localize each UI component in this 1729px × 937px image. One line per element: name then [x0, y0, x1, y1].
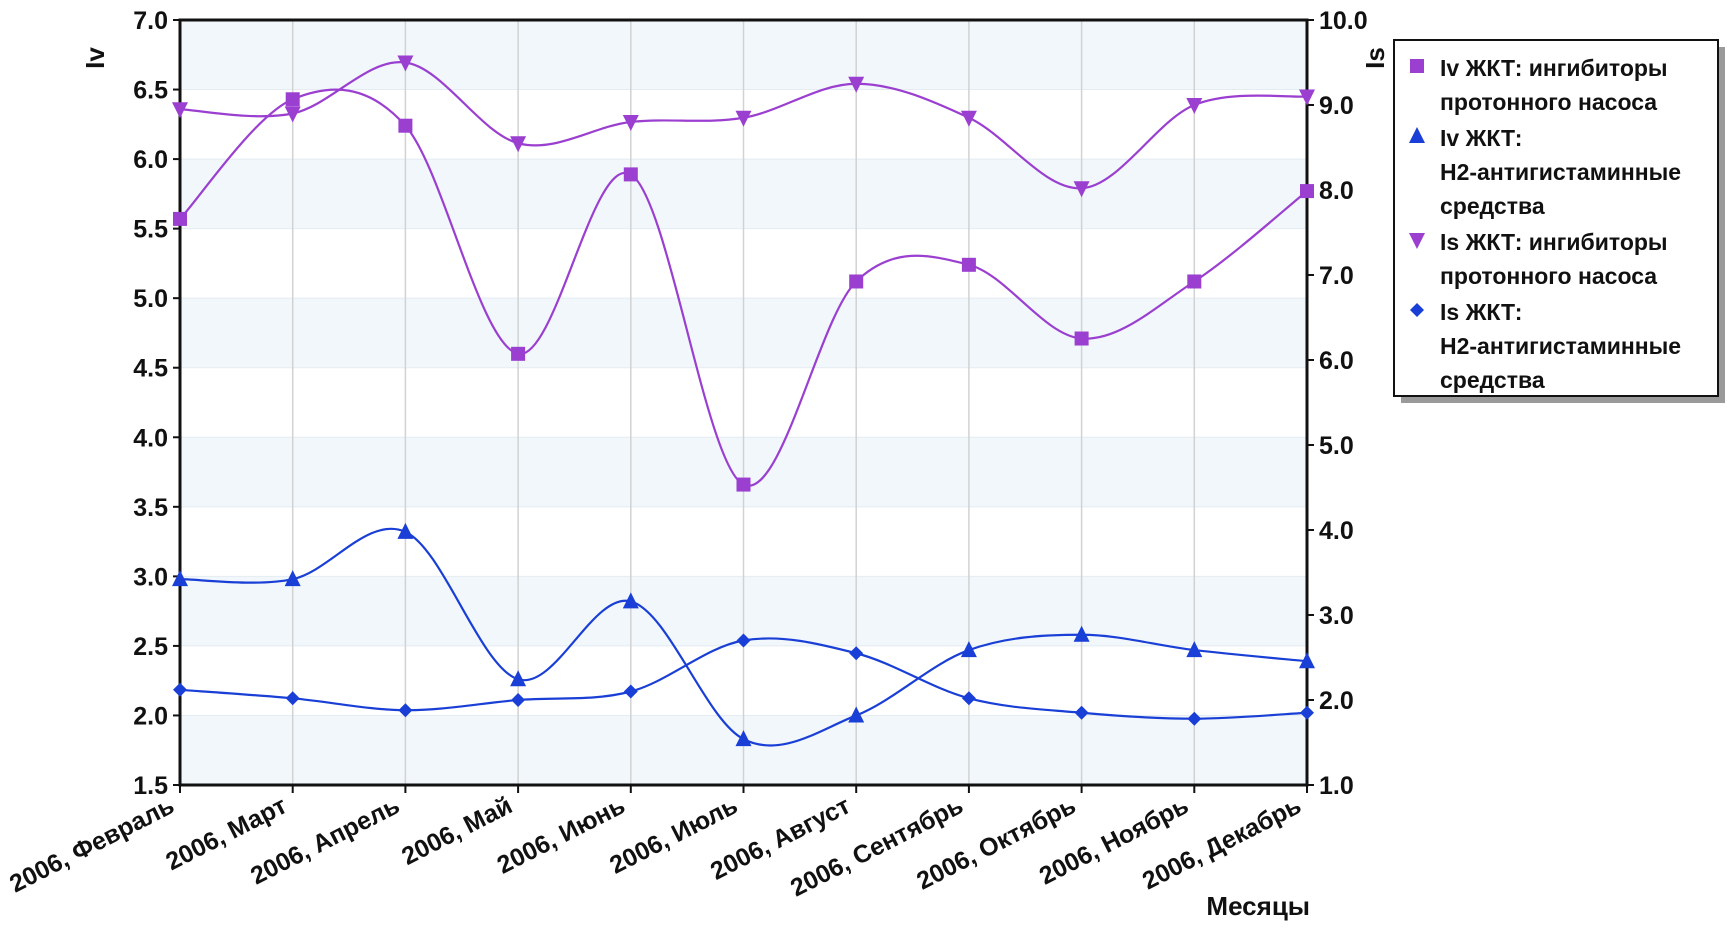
data-point-triangle-down-marker	[622, 115, 639, 131]
data-point-diamond-marker	[1074, 705, 1089, 720]
x-axis-title: Месяцы	[1206, 891, 1310, 921]
legend-box	[1393, 39, 1719, 397]
y-right-tick-label: 7.0	[1319, 262, 1354, 290]
data-point-diamond-marker	[173, 682, 187, 697]
y-left-tick-label: 5.0	[133, 285, 168, 313]
data-point-diamond-marker	[849, 646, 864, 661]
left-axis-ticks: 1.5 2.0 2.5 3.0 3.5 4.0 4.5 5.0 5.5 6.0 6.5 7.0	[133, 7, 180, 800]
y-left-tick-label: 3.5	[133, 494, 168, 522]
data-point-triangle-down-marker	[1186, 98, 1203, 114]
data-point-triangle-down-marker	[1073, 181, 1090, 198]
data-point-diamond-marker	[623, 684, 638, 699]
y-right-tick-label: 2.0	[1319, 687, 1354, 715]
y-left-tick-label: 3.0	[133, 563, 168, 591]
y-left-tick-label: 6.5	[133, 77, 168, 105]
data-point-triangle-up-marker	[848, 706, 865, 723]
y-right-tick-label: 4.0	[1319, 517, 1354, 545]
x-tick-label: 2006, Июнь	[493, 791, 630, 879]
data-point-triangle-down-marker	[960, 110, 977, 127]
data-point-triangle-up-marker	[960, 641, 977, 658]
data-point-triangle-up-marker	[172, 570, 188, 587]
y-right-tick-label: 5.0	[1319, 432, 1354, 460]
legend-entry-label: Iv ЖКТ: ингибиторы	[1440, 55, 1668, 81]
y-right-tick-label: 3.0	[1319, 602, 1354, 630]
y-left-tick-label: 2.5	[133, 633, 168, 661]
y-left-tick-label: 6.0	[133, 146, 168, 174]
data-point-triangle-up-marker	[735, 730, 752, 747]
series-markers	[172, 55, 1315, 747]
data-point-triangle-up-marker	[1073, 625, 1090, 642]
data-point-triangle-down-marker	[1299, 89, 1315, 106]
data-point-triangle-up-marker	[510, 670, 527, 687]
y-right-tick-label: 6.0	[1319, 347, 1354, 375]
y-left-tick-label: 1.5	[133, 772, 168, 800]
data-point-triangle-up-marker	[1186, 641, 1203, 658]
legend-triangle-up-marker	[1409, 127, 1425, 143]
legend-entry-label: средства	[1440, 193, 1545, 219]
data-point-square-marker	[285, 92, 300, 107]
series-line-2	[179, 527, 1308, 747]
data-point-square-marker	[961, 257, 976, 272]
y-axis-right-title: Is	[1360, 47, 1390, 69]
y-left-tick-label: 4.5	[133, 355, 168, 383]
y-right-tick-label: 10.0	[1319, 7, 1368, 35]
legend-entry-label: H2-антигистаминные	[1440, 333, 1681, 359]
data-point-diamond-marker	[398, 703, 413, 718]
y-right-tick-label: 1.0	[1319, 772, 1354, 800]
data-point-square-marker	[398, 118, 413, 133]
y-right-tick-label: 8.0	[1319, 177, 1354, 205]
legend-entry-label: Is ЖКТ:	[1440, 299, 1522, 325]
data-point-square-marker	[1300, 184, 1314, 199]
x-tick-label: 2006, Февраль	[5, 791, 179, 898]
y-left-tick-label: 2.0	[133, 702, 168, 730]
data-point-diamond-marker	[736, 633, 751, 648]
legend-triangle-down-marker	[1409, 233, 1425, 249]
data-point-triangle-down-marker	[510, 136, 527, 153]
y-left-tick-label: 4.0	[133, 424, 168, 452]
y-left-tick-label: 5.5	[133, 216, 168, 244]
data-point-triangle-down-marker	[735, 110, 752, 127]
data-point-triangle-up-marker	[284, 570, 301, 587]
data-point-square-marker	[736, 477, 751, 492]
legend: Iv ЖКТ: ингибиторы протонного насоса Iv ЖК…	[1393, 39, 1725, 403]
y-axis-left-title: Iv	[80, 47, 110, 69]
data-point-square-marker	[1187, 274, 1202, 289]
legend-entry-label: Iv ЖКТ:	[1440, 125, 1522, 151]
data-point-triangle-down-marker	[284, 106, 301, 123]
legend-diamond-marker	[1410, 303, 1424, 317]
legend-entry-label: протонного насоса	[1440, 263, 1657, 289]
x-gridlines	[179, 20, 1308, 785]
data-point-square-marker	[849, 274, 864, 289]
y-left-tick-label: 7.0	[133, 7, 168, 35]
data-point-triangle-down-marker	[172, 102, 188, 119]
data-point-square-marker	[623, 167, 638, 182]
data-point-square-marker	[173, 211, 187, 226]
data-point-diamond-marker	[511, 693, 526, 707]
legend-entry-label: средства	[1440, 367, 1545, 393]
data-point-diamond-marker	[961, 691, 976, 706]
data-point-triangle-down-marker	[397, 55, 414, 72]
right-axis-ticks: 1.0 2.0 3.0 4.0 5.0 6.0 7.0 8.0 9.0 10.0	[1307, 7, 1368, 800]
data-point-diamond-marker	[1300, 705, 1314, 720]
data-point-triangle-up-marker	[622, 592, 639, 609]
legend-entry-label: Is ЖКТ: ингибиторы	[1440, 229, 1668, 255]
data-point-square-marker	[1074, 331, 1089, 346]
data-point-triangle-up-marker	[397, 522, 414, 539]
data-point-triangle-down-marker	[848, 76, 865, 93]
data-point-triangle-up-marker	[1299, 652, 1315, 669]
y-right-tick-label: 9.0	[1319, 92, 1354, 120]
data-point-diamond-marker	[285, 691, 300, 706]
data-point-diamond-marker	[1187, 711, 1202, 726]
legend-entry-label: H2-антигистаминные	[1440, 159, 1681, 185]
data-point-square-marker	[511, 346, 526, 361]
legend-entry-label: протонного насоса	[1440, 89, 1657, 115]
legend-square-marker	[1410, 59, 1424, 73]
